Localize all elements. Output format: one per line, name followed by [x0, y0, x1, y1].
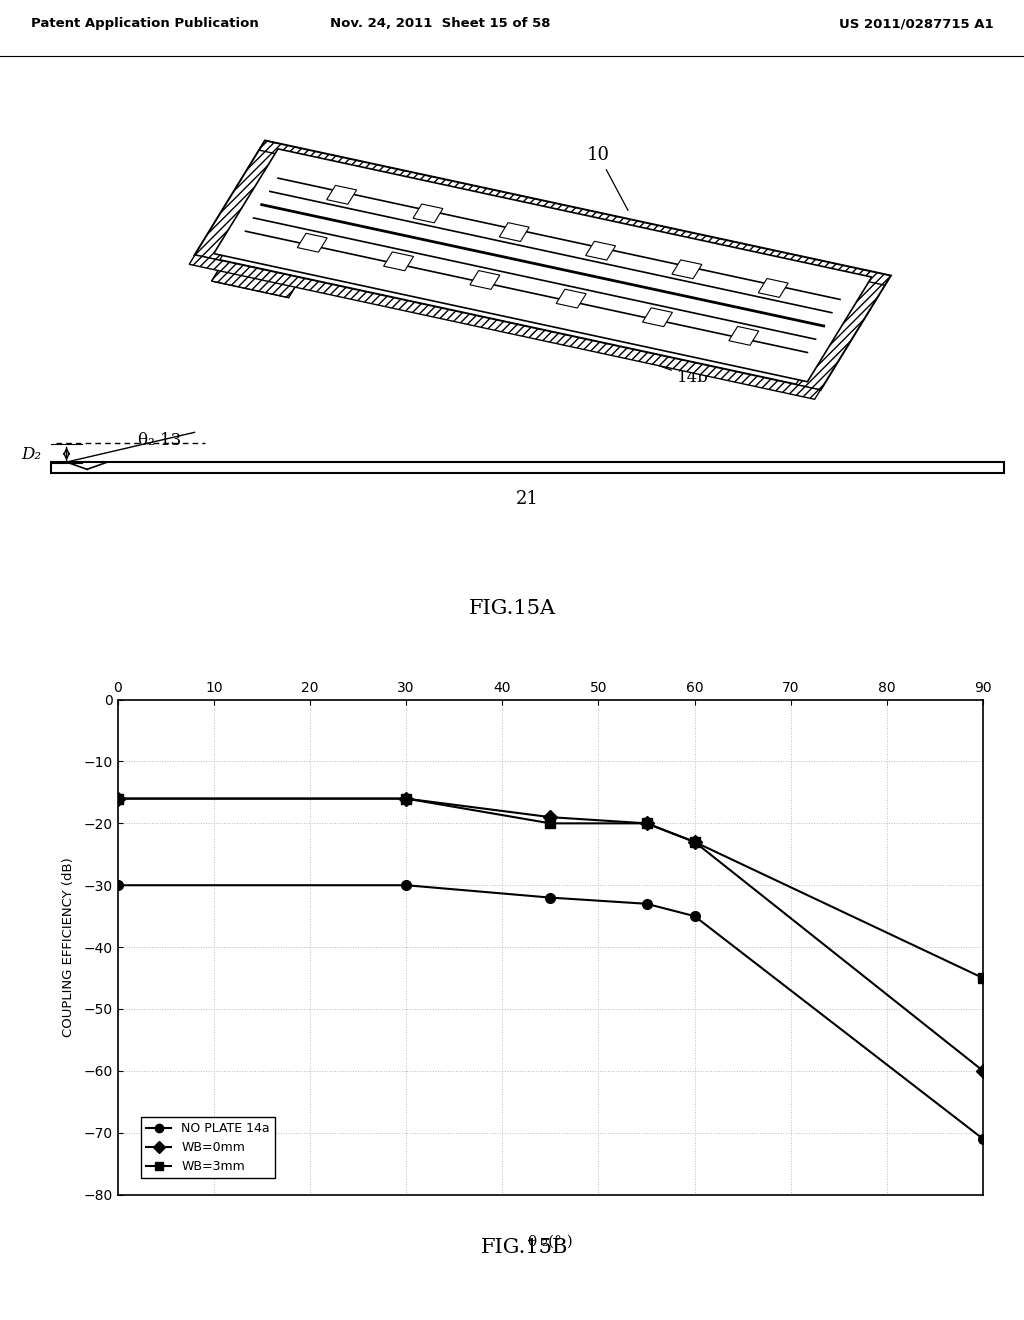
Polygon shape	[413, 205, 443, 223]
Text: θ₂ 13: θ₂ 13	[138, 432, 181, 449]
Text: D₂: D₂	[20, 446, 41, 463]
WB=0mm	[688, 834, 700, 850]
WB=0mm	[640, 816, 652, 832]
WB=3mm	[545, 816, 557, 832]
NO PLATE 14a	[640, 896, 652, 912]
Polygon shape	[672, 260, 701, 279]
NO PLATE 14a	[545, 890, 557, 906]
Text: FIG.15A: FIG.15A	[468, 599, 556, 618]
Polygon shape	[500, 223, 529, 242]
Text: θ ₂(° ): θ ₂(° )	[528, 1234, 572, 1249]
Polygon shape	[556, 289, 586, 308]
Text: 14b: 14b	[588, 341, 709, 387]
Polygon shape	[189, 255, 820, 399]
Legend: NO PLATE 14a, WB=0mm, WB=3mm: NO PLATE 14a, WB=0mm, WB=3mm	[141, 1117, 274, 1179]
WB=3mm	[977, 970, 989, 986]
WB=3mm	[112, 791, 124, 807]
Text: 10: 10	[587, 147, 628, 210]
WB=0mm	[112, 791, 124, 807]
Text: US 2011/0287715 A1: US 2011/0287715 A1	[839, 17, 993, 30]
Polygon shape	[214, 149, 871, 381]
Line: NO PLATE 14a: NO PLATE 14a	[113, 880, 988, 1143]
Bar	[51, 462, 1004, 473]
WB=0mm	[545, 809, 557, 825]
Polygon shape	[195, 141, 891, 389]
Polygon shape	[470, 271, 500, 289]
Text: 21: 21	[516, 490, 539, 508]
Polygon shape	[259, 141, 891, 285]
WB=0mm	[400, 791, 413, 807]
WB=0mm	[977, 1063, 989, 1078]
Polygon shape	[297, 234, 328, 252]
Line: WB=3mm: WB=3mm	[113, 793, 988, 983]
Polygon shape	[586, 242, 615, 260]
NO PLATE 14a	[112, 878, 124, 894]
Polygon shape	[642, 308, 673, 326]
Polygon shape	[195, 141, 290, 260]
Polygon shape	[796, 271, 891, 389]
WB=3mm	[400, 791, 413, 807]
Polygon shape	[758, 279, 788, 297]
NO PLATE 14a	[400, 878, 413, 894]
Polygon shape	[212, 261, 301, 298]
WB=3mm	[640, 816, 652, 832]
Polygon shape	[327, 185, 356, 205]
NO PLATE 14a	[688, 908, 700, 924]
Y-axis label: COUPLING EFFICIENCY (dB): COUPLING EFFICIENCY (dB)	[62, 857, 76, 1038]
Polygon shape	[729, 326, 759, 346]
Polygon shape	[384, 252, 414, 271]
Text: FIG.15B: FIG.15B	[480, 1238, 568, 1257]
NO PLATE 14a	[977, 1131, 989, 1147]
Text: Patent Application Publication: Patent Application Publication	[31, 17, 258, 30]
Line: WB=0mm: WB=0mm	[113, 793, 988, 1076]
Text: Nov. 24, 2011  Sheet 15 of 58: Nov. 24, 2011 Sheet 15 of 58	[330, 17, 551, 30]
WB=3mm	[688, 834, 700, 850]
